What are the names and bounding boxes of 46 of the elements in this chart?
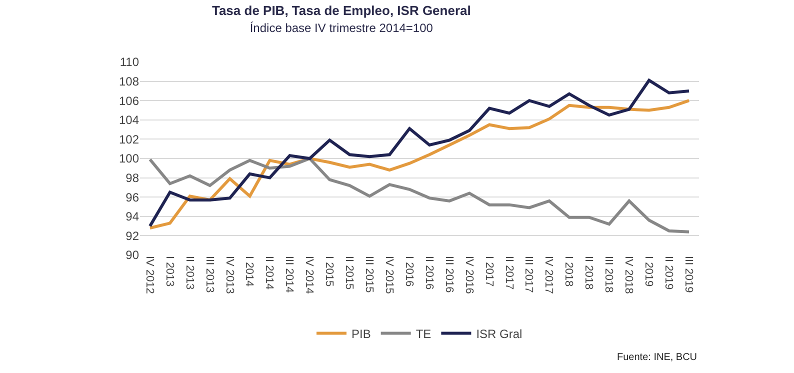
y-tick-label: 94 — [126, 210, 140, 224]
y-tick-label: 92 — [126, 228, 140, 243]
legend-label: TE — [416, 326, 432, 341]
x-tick-label: III 2016 — [442, 256, 455, 293]
x-tick-label: III 2018 — [602, 256, 615, 293]
x-tick-label: II 2015 — [343, 256, 356, 290]
x-tick-label: I 2017 — [482, 256, 495, 287]
x-tick-label: I 2016 — [402, 256, 415, 287]
y-tick-label: 106 — [118, 94, 140, 108]
x-tick-label: II 2014 — [263, 256, 276, 290]
legend-label: PIB — [352, 326, 371, 341]
y-tick-label: 98 — [126, 171, 140, 185]
y-tick-label: 110 — [120, 55, 140, 70]
chart-title: Tasa de PIB, Tasa de Empleo, ISR General — [212, 2, 471, 18]
x-tick-label: IV 2017 — [542, 256, 555, 294]
x-tick-label: III 2015 — [363, 256, 376, 293]
x-tick-label: III 2013 — [203, 256, 216, 293]
x-tick-label: II 2018 — [582, 256, 595, 290]
x-tick-label: IV 2016 — [462, 256, 475, 294]
x-tick-label: II 2017 — [502, 256, 515, 290]
source-note: Fuente: INE, BCU — [617, 352, 698, 363]
x-tick-label: III 2017 — [522, 256, 535, 293]
x-tick-label: I 2015 — [323, 256, 336, 287]
y-tick-label: 102 — [118, 132, 140, 146]
x-tick-label: I 2014 — [243, 256, 256, 287]
y-tick-label: 108 — [118, 74, 140, 88]
y-tick-label: 90 — [126, 248, 140, 262]
legend-label: ISR Gral — [476, 326, 522, 341]
x-tick-label: I 2019 — [642, 256, 655, 287]
x-tick-label: II 2016 — [422, 256, 435, 290]
x-tick-label: IV 2018 — [622, 256, 635, 294]
y-tick-label: 104 — [118, 113, 140, 128]
x-tick-label: III 2019 — [682, 256, 694, 293]
x-tick-label: II 2013 — [183, 256, 196, 290]
x-tick-label: I 2018 — [562, 256, 575, 287]
y-tick-label: 96 — [126, 190, 140, 204]
y-tick-label: 100 — [118, 152, 140, 166]
x-tick-label: II 2019 — [662, 256, 674, 290]
x-tick-label: IV 2015 — [382, 256, 395, 294]
x-tick-label: IV 2013 — [223, 256, 236, 294]
chart-subtitle: Índice base IV trimestre 2014=100 — [250, 20, 434, 35]
x-tick-label: I 2013 — [163, 256, 176, 287]
x-tick-label: III 2014 — [283, 256, 296, 293]
line-series — [148, 157, 691, 234]
x-tick-label: IV 2014 — [303, 256, 316, 294]
x-tick-label: IV 2012 — [143, 256, 156, 294]
